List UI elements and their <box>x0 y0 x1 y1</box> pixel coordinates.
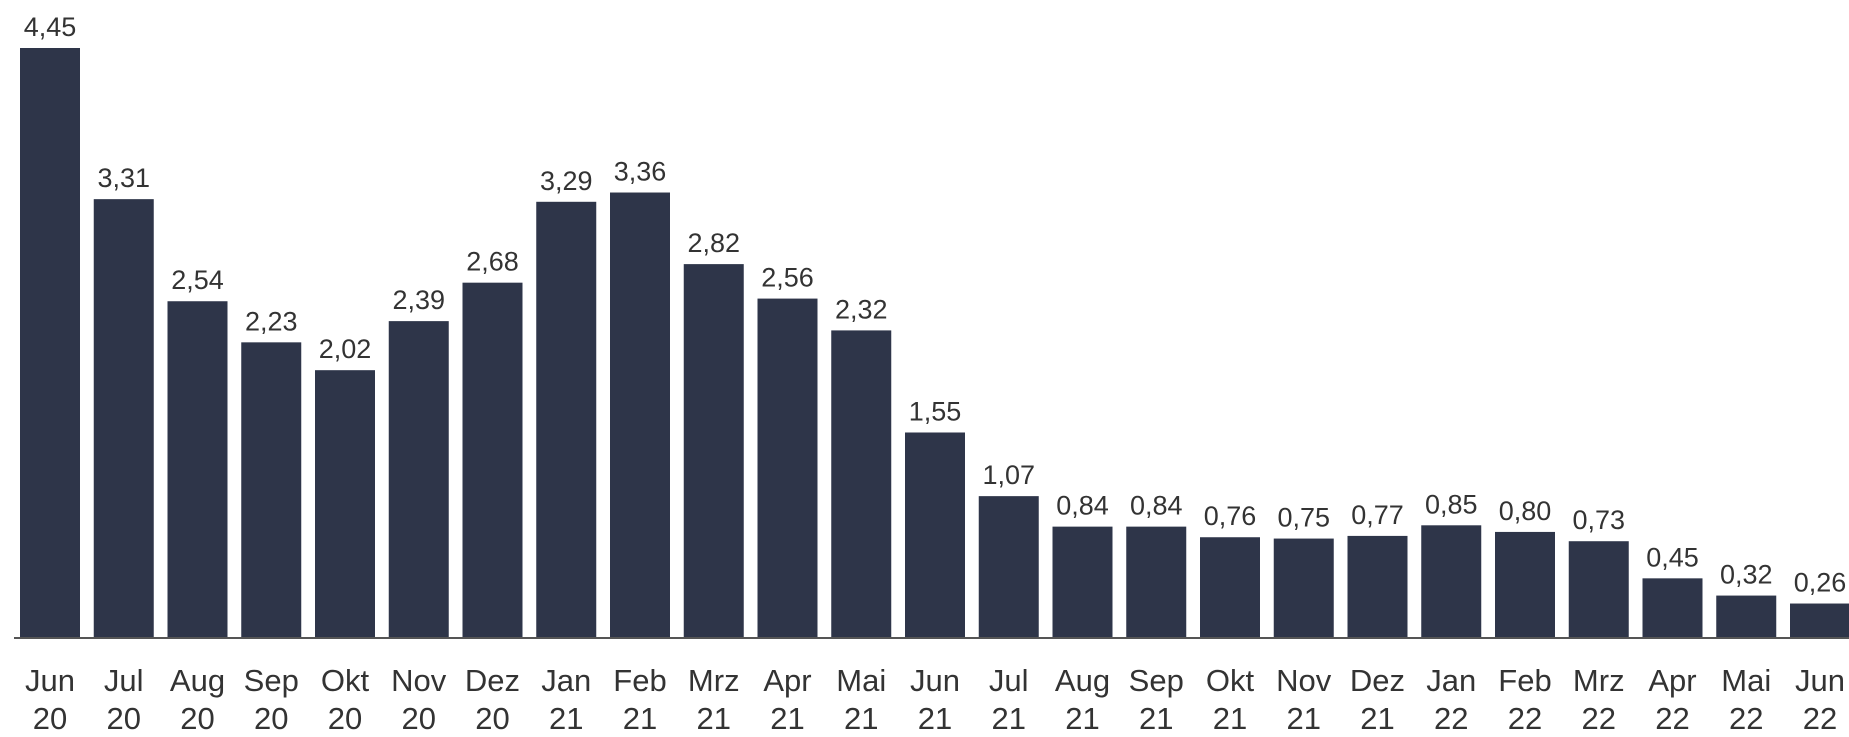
x-tick-label: Apr 21 <box>763 663 812 736</box>
x-tick-label: Jun 22 <box>1795 663 1845 736</box>
x-tick-label: Nov 21 <box>1276 663 1332 736</box>
value-label: 2,02 <box>319 334 372 364</box>
bar <box>462 282 523 638</box>
x-tick-label: Mai 21 <box>836 663 887 736</box>
bar <box>1273 538 1334 638</box>
x-tick-label: Jan 21 <box>541 663 592 736</box>
bar <box>241 342 302 638</box>
x-tick-label: Feb 22 <box>1498 663 1552 736</box>
x-tick-label: Dez 20 <box>464 663 521 736</box>
bar <box>315 370 375 638</box>
bar <box>1642 578 1703 638</box>
x-tick-label: Mai 22 <box>1721 663 1772 736</box>
bar <box>536 201 597 638</box>
value-label: 4,45 <box>24 12 77 42</box>
bar <box>978 496 1039 638</box>
x-tick-label: Mrz 22 <box>1572 663 1625 736</box>
bar <box>1421 525 1482 638</box>
value-label: 2,23 <box>245 306 298 336</box>
value-label: 1,55 <box>909 396 962 426</box>
x-tick-label: Sep 21 <box>1128 663 1184 736</box>
bar <box>757 298 818 638</box>
value-label: 0,76 <box>1204 501 1257 531</box>
bar <box>20 48 80 638</box>
bar <box>93 199 154 639</box>
x-tick-label: Dez 21 <box>1349 663 1406 736</box>
x-tick-label: Aug 20 <box>169 663 226 736</box>
bar <box>1200 537 1260 638</box>
bar <box>167 301 228 638</box>
value-label: 0,77 <box>1351 500 1404 530</box>
x-tick-label: Jun 20 <box>25 663 75 736</box>
value-label: 0,80 <box>1499 496 1552 526</box>
value-label: 3,36 <box>614 157 667 187</box>
x-tick-label: Sep 20 <box>243 663 299 736</box>
value-label: 2,68 <box>466 247 519 277</box>
value-label: 3,29 <box>540 166 593 196</box>
x-tick-label: Jul 20 <box>103 663 144 736</box>
x-tick-label: Apr 22 <box>1648 663 1697 736</box>
value-label: 0,45 <box>1646 542 1699 572</box>
bar <box>1716 595 1777 638</box>
value-label: 2,82 <box>687 228 740 258</box>
bar <box>610 192 670 639</box>
bar <box>905 432 965 638</box>
x-tick-label: Mrz 21 <box>687 663 740 736</box>
bar <box>831 330 892 638</box>
x-tick-label: Okt 20 <box>320 663 370 736</box>
bar <box>1052 526 1113 638</box>
value-label: 0,73 <box>1572 505 1625 535</box>
bar <box>1790 603 1849 638</box>
value-label: 0,32 <box>1720 560 1773 590</box>
x-tick-label: Okt 21 <box>1205 663 1255 736</box>
value-label: 3,31 <box>97 163 150 193</box>
value-label: 0,75 <box>1277 503 1330 533</box>
bar <box>1126 526 1187 638</box>
x-tick-label: Jan 22 <box>1426 663 1477 736</box>
x-tick-label: Feb 21 <box>613 663 667 736</box>
value-label: 1,07 <box>982 460 1035 490</box>
value-label: 2,56 <box>761 263 814 293</box>
value-label: 2,39 <box>392 285 445 315</box>
bar <box>683 264 744 638</box>
bar <box>388 321 449 638</box>
x-tick-label: Aug 21 <box>1054 663 1111 736</box>
x-tick-label: Nov 20 <box>391 663 447 736</box>
value-label: 0,84 <box>1130 491 1183 521</box>
bar <box>1568 541 1629 638</box>
value-label: 0,84 <box>1056 491 1109 521</box>
value-label: 2,32 <box>835 294 888 324</box>
x-tick-label: Jul 21 <box>988 663 1029 736</box>
bar <box>1347 535 1408 638</box>
bar <box>1495 531 1555 638</box>
x-tick-label: Jun 21 <box>910 663 960 736</box>
value-label: 2,54 <box>171 265 224 295</box>
value-label: 0,85 <box>1425 489 1478 519</box>
value-label: 0,26 <box>1794 568 1847 598</box>
